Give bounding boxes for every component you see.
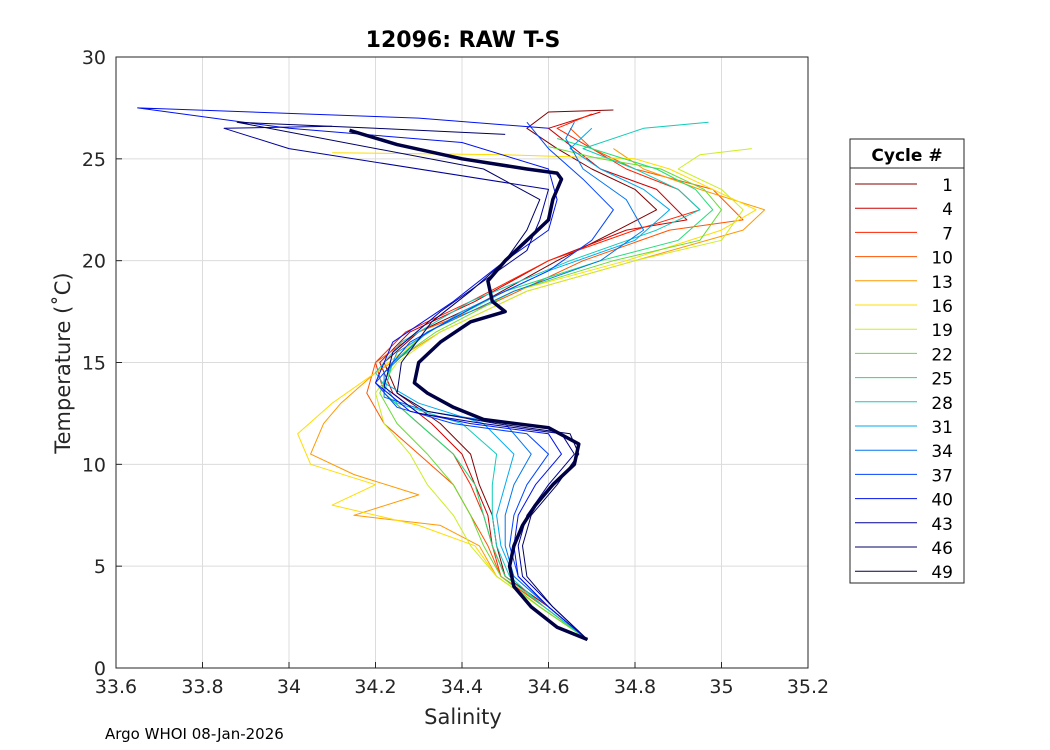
legend-label: 43 xyxy=(931,515,953,535)
legend-label: 1 xyxy=(942,176,953,196)
y-axis-label: Temperature (˚C) xyxy=(51,272,75,454)
legend-label: 28 xyxy=(931,394,953,414)
x-tick-label: 33.6 xyxy=(95,676,137,698)
series-line-cycle-19 xyxy=(375,148,752,640)
legend-label: 37 xyxy=(931,466,953,486)
series-line-cycle-46 xyxy=(236,121,588,640)
legend-label: 4 xyxy=(942,200,953,220)
series-line-cycle-43 xyxy=(223,125,588,640)
y-tick-label: 0 xyxy=(94,658,106,680)
series-line-cycle-13 xyxy=(310,148,766,640)
legend-label: 22 xyxy=(931,345,953,365)
legend-label: 25 xyxy=(931,370,953,390)
x-tick-label: 34.8 xyxy=(614,676,656,698)
y-tick-label: 5 xyxy=(94,556,106,578)
y-tick-label: 15 xyxy=(82,353,106,375)
legend-entries: 1 4 7 10 13 16 19 22 25 28 31 34 37 40 43 46 49 xyxy=(855,176,953,583)
legend-label: 31 xyxy=(931,418,953,438)
series-layer xyxy=(137,107,766,642)
x-tick-label: 35 xyxy=(709,676,733,698)
y-tick-label: 30 xyxy=(82,47,106,69)
series-line-cycle-28 xyxy=(375,121,709,640)
legend-label: 49 xyxy=(931,563,953,583)
chart-title: 12096: RAW T-S xyxy=(366,28,561,53)
legend-label: 34 xyxy=(931,442,953,462)
legend-label: 7 xyxy=(942,224,953,244)
legend-label: 19 xyxy=(931,321,953,341)
x-tick-label: 33.8 xyxy=(181,676,223,698)
legend-label: 46 xyxy=(931,539,953,559)
series-line-cycle-40 xyxy=(137,107,588,640)
legend: Cycle # 1 4 7 10 13 16 19 22 25 28 31 34 37 40 43 46 49 xyxy=(849,138,965,584)
x-tick-label: 34.6 xyxy=(527,676,569,698)
x-tick-label: 34.2 xyxy=(354,676,396,698)
x-axis-label: Salinity xyxy=(424,705,502,729)
y-tick-label: 25 xyxy=(82,149,106,171)
y-tick-label: 10 xyxy=(82,454,106,476)
series-line-cycle-34 xyxy=(383,121,645,640)
legend-box xyxy=(849,138,965,584)
legend-label: 40 xyxy=(931,491,953,511)
legend-label: 10 xyxy=(931,249,953,269)
tick-layer: 33.6 33.8 34 34.2 34.4 34.6 34.8 35 35.2 0 5 10 15 20… xyxy=(82,47,829,698)
x-tick-label: 34 xyxy=(277,676,301,698)
legend-label: 16 xyxy=(931,297,953,317)
series-line-cycle-37 xyxy=(375,121,614,640)
x-tick-label: 34.4 xyxy=(441,676,483,698)
series-line-cycle-4 xyxy=(379,111,688,640)
series-line-cycle-49 xyxy=(348,128,589,642)
legend-title: Cycle # xyxy=(871,146,942,166)
footer-credit: Argo WHOI 08-Jan-2026 xyxy=(105,725,284,743)
y-tick-label: 20 xyxy=(82,251,106,273)
x-tick-label: 35.2 xyxy=(787,676,829,698)
legend-label: 13 xyxy=(931,273,953,293)
